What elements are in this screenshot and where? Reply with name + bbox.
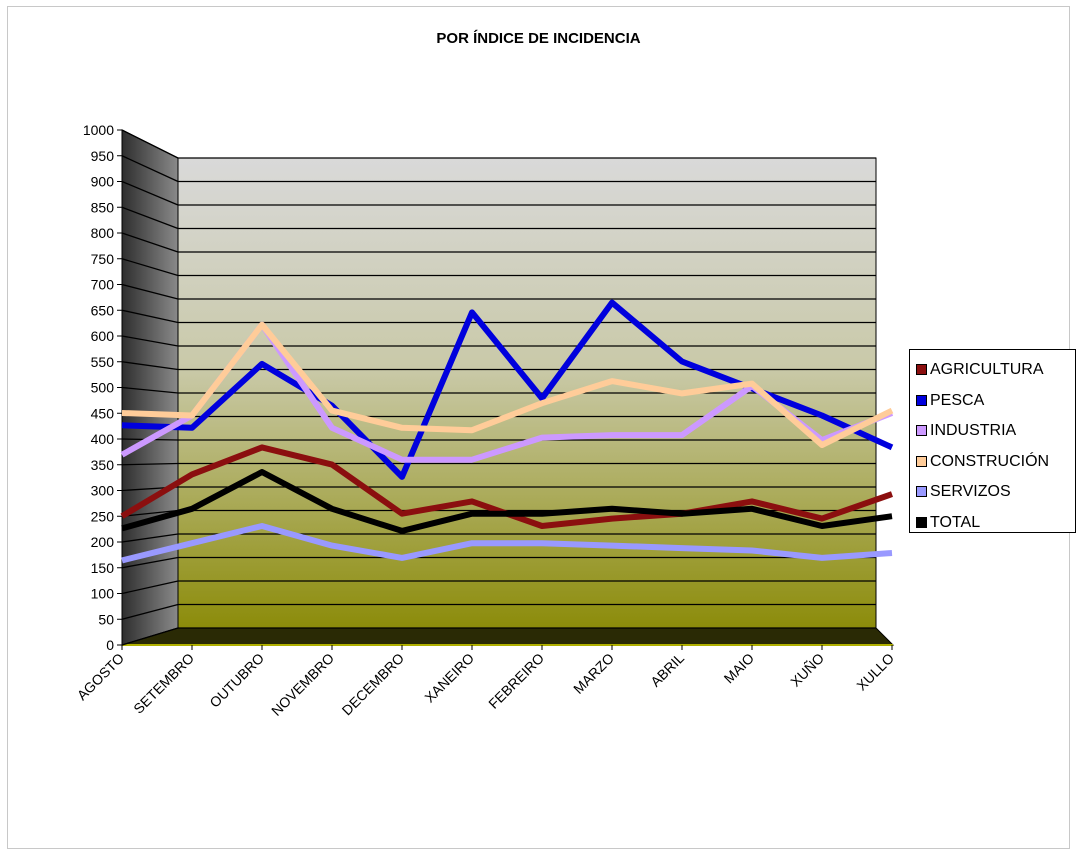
legend-label: SERVIZOS [930, 483, 1011, 500]
gridline-side [121, 509, 179, 517]
y-tick-label: 350 [91, 457, 115, 473]
legend-swatch [916, 455, 927, 467]
legend-item: CONSTRUCIÓN [910, 447, 1075, 478]
y-tick-label: 250 [91, 508, 115, 524]
y-tick-label: 600 [91, 328, 115, 344]
gridline-side [121, 309, 179, 324]
y-tick-label: 150 [91, 560, 115, 576]
legend-swatch [916, 516, 927, 528]
gridline-side [121, 580, 179, 595]
y-tick-label: 550 [91, 354, 115, 370]
y-tick-label: 800 [91, 225, 115, 241]
y-tick-label: 300 [91, 483, 115, 499]
y-tick-label: 950 [91, 148, 115, 164]
series-line-construción [121, 321, 894, 448]
y-tick-label: 900 [91, 174, 115, 190]
gridline-side [121, 129, 179, 159]
gridline-side [121, 627, 179, 646]
gridline-side [121, 258, 179, 277]
side-wall [121, 129, 179, 646]
legend-item: AGRICULTURA [910, 355, 1075, 386]
gridline-side [121, 603, 179, 620]
legend-label: TOTAL [930, 513, 981, 531]
gridline-side [121, 206, 179, 230]
gridline-side [121, 335, 179, 347]
y-tick-label: 100 [91, 586, 115, 602]
x-tick-label: MARZO [570, 650, 617, 697]
x-tick-label: FEBREIRO [485, 650, 547, 712]
series-line-servizos [121, 523, 893, 564]
y-tick-label: 50 [98, 611, 114, 627]
y-tick-label: 450 [91, 405, 115, 421]
y-tick-label: 500 [91, 380, 115, 396]
legend-label: AGRICULTURA [930, 361, 1044, 378]
y-tick-label: 0 [106, 637, 114, 653]
y-tick-label: 650 [91, 302, 115, 318]
y-tick-label: 700 [91, 277, 115, 293]
gridline-side [121, 462, 179, 466]
gridline-side [121, 155, 179, 183]
x-tick-label: ABRIL [647, 650, 687, 690]
gridline-side [121, 180, 179, 206]
legend-item: TOTAL [910, 508, 1075, 539]
chart-title: POR ÍNDICE DE INCIDENCIA [436, 30, 641, 47]
legend-swatch [916, 425, 927, 436]
legend-label: PESCA [930, 391, 985, 409]
y-tick-label: 1000 [83, 122, 114, 138]
y-tick-label: 200 [91, 534, 115, 550]
x-tick-label: XULLO [853, 650, 897, 694]
legend: AGRICULTURA PESCA INDUSTRIA CONSTRUCIÓN SERV… [909, 349, 1076, 533]
floor [121, 627, 895, 646]
y-tick-label: 750 [91, 251, 115, 267]
gridline-side [121, 283, 179, 300]
legend-item: INDUSTRIA [910, 416, 1075, 447]
gridline-side [121, 386, 179, 394]
y-tick-label: 400 [91, 431, 115, 447]
series-line-total [121, 469, 893, 534]
x-tick-label: XANEIRO [421, 650, 477, 706]
legend-swatch [916, 394, 927, 406]
legend-label: INDUSTRIA [930, 422, 1017, 439]
gridline-side [121, 361, 179, 371]
x-tick-label: NOVEMBRO [268, 650, 337, 719]
series-lines [120, 299, 894, 564]
x-tick-label: OUTUBRO [206, 650, 267, 711]
x-tick-label: AGOSTO [74, 650, 128, 704]
legend-label: CONSTRUCIÓN [930, 452, 1050, 470]
x-axis-ticks: AGOSTO SETEMBRO OUTUBRO NOVEMBRO DECEMBRO XAN… [74, 645, 897, 719]
legend-item: PESCA [910, 386, 1075, 417]
legend-swatch [916, 486, 927, 497]
legend-item: SERVIZOS [910, 477, 1075, 508]
gridline-side [121, 232, 179, 253]
x-tick-label: DECEMBRO [339, 650, 408, 719]
gridline-side [121, 533, 179, 543]
x-tick-label: MAIO [721, 650, 758, 687]
x-tick-label: XUÑO [787, 650, 827, 690]
legend-swatch [916, 364, 927, 375]
y-tick-label: 850 [91, 199, 115, 215]
y-axis-ticks: 0 50 100 150 200 250 300 350 400 450 500 550 600 650 7… [83, 122, 122, 653]
x-tick-label: SETEMBRO [130, 650, 197, 717]
gridline-side [121, 556, 179, 569]
